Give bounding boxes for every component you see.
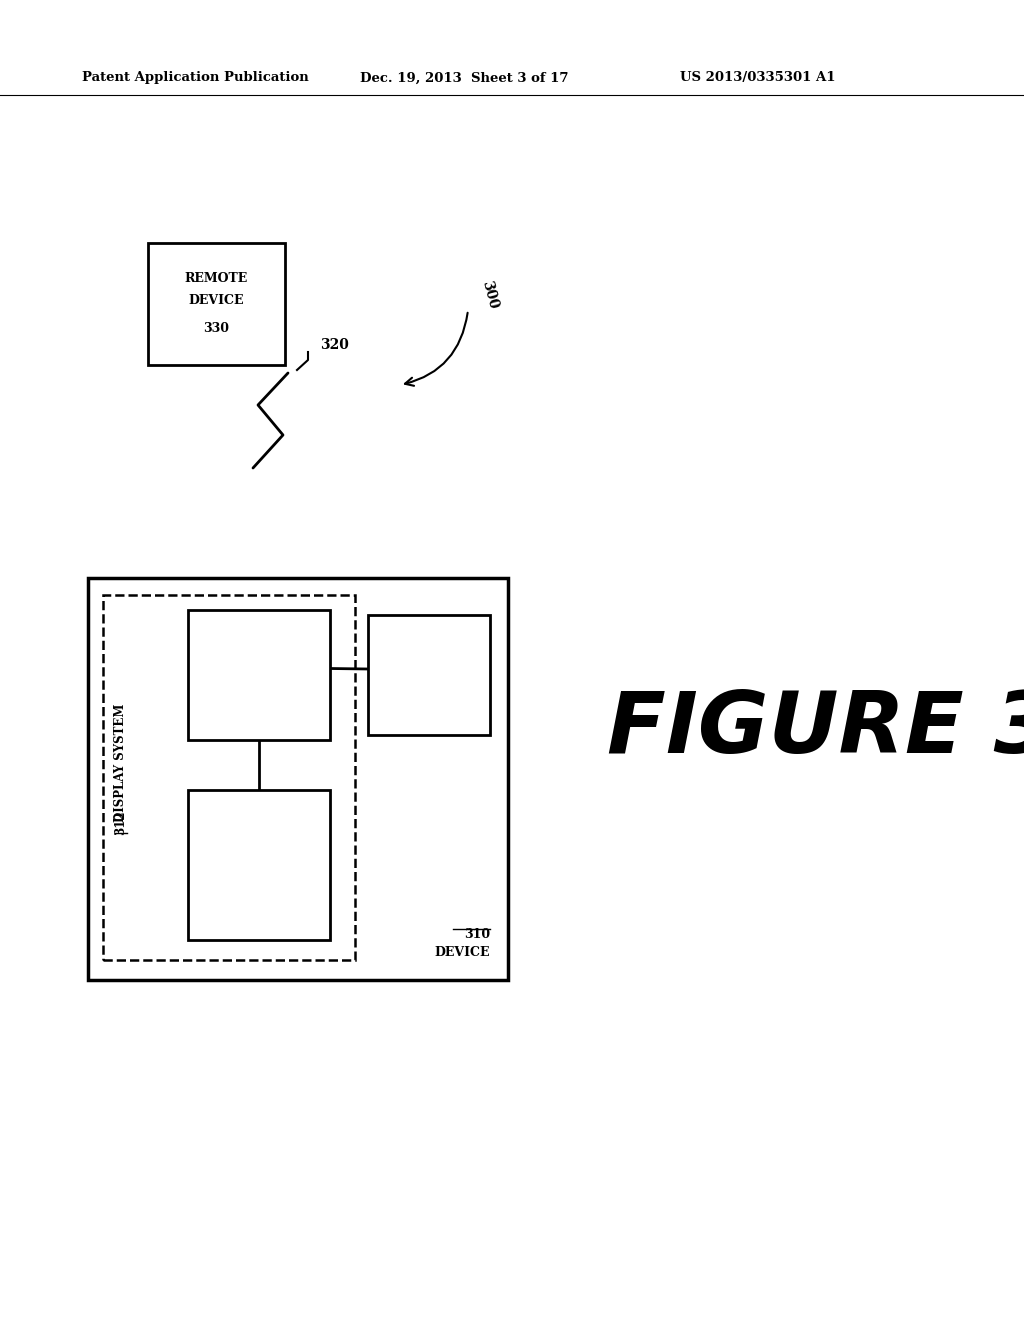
- Text: 310: 310: [464, 928, 490, 941]
- Text: MEMORY: MEMORY: [397, 651, 461, 664]
- Text: DEVICE: DEVICE: [434, 945, 490, 958]
- Text: DISPLAY: DISPLAY: [230, 836, 288, 849]
- Text: 314: 314: [247, 678, 271, 692]
- Text: DISPLAY SYSTEM: DISPLAY SYSTEM: [115, 704, 128, 821]
- Text: Patent Application Publication: Patent Application Publication: [82, 71, 309, 84]
- Text: REMOTE: REMOTE: [185, 272, 248, 285]
- Text: 320: 320: [319, 338, 349, 352]
- Bar: [148, 243, 285, 366]
- Bar: [88, 578, 508, 979]
- Bar: [103, 595, 355, 960]
- Text: US 2013/0335301 A1: US 2013/0335301 A1: [680, 71, 836, 84]
- Text: Dec. 19, 2013  Sheet 3 of 17: Dec. 19, 2013 Sheet 3 of 17: [360, 71, 568, 84]
- Text: 316: 316: [247, 866, 271, 879]
- Text: FIGURE 3: FIGURE 3: [606, 689, 1024, 771]
- Text: 330: 330: [204, 322, 229, 334]
- FancyArrowPatch shape: [404, 313, 468, 385]
- Bar: [188, 610, 330, 741]
- Bar: [188, 789, 330, 940]
- Bar: [368, 615, 490, 735]
- Text: 312: 312: [115, 810, 128, 834]
- Text: DEVICE: DEVICE: [188, 294, 245, 308]
- Text: 300: 300: [479, 280, 501, 310]
- Text: 318: 318: [417, 681, 441, 693]
- Text: PROCESSOR: PROCESSOR: [217, 648, 301, 661]
